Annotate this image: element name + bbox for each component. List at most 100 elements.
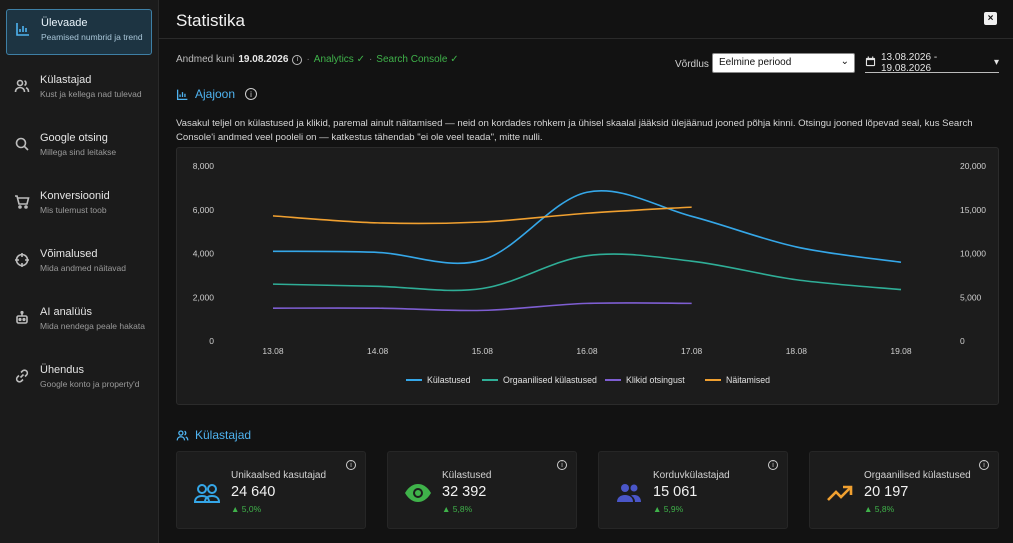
chevron-down-icon: ⌄ — [840, 56, 849, 67]
x-axis-tick-label: 15.08 — [472, 346, 494, 356]
sidebar-item-connection[interactable]: Ühendus Google konto ja property'd — [6, 357, 152, 403]
visitors-heading: Külastajad — [176, 428, 251, 442]
x-axis-tick-label: 13.08 — [262, 346, 284, 356]
legend-label: Klikid otsingust — [626, 375, 685, 385]
people-icon — [617, 484, 641, 502]
info-icon[interactable]: i — [557, 460, 567, 470]
sidebar-item-title: Külastajad — [40, 74, 92, 86]
users-icon — [193, 484, 221, 503]
sidebar: Ülevaade Peamised numbrid ja trend Külast… — [0, 0, 159, 543]
cart-icon — [13, 193, 31, 211]
stat-card-returning-visitors: i Korduvkülastajad 15 061 ▲ 5,9% — [598, 451, 788, 529]
x-axis-tick-label: 14.08 — [367, 346, 389, 356]
stat-value: 32 392 — [442, 484, 487, 500]
right-axis-tick-label: 5,000 — [960, 292, 982, 302]
sidebar-item-opportunities[interactable]: Võimalused Mida andmed näitavad — [6, 241, 152, 287]
info-icon[interactable]: i — [768, 460, 778, 470]
sidebar-item-subtitle: Millega sind leitakse — [40, 146, 117, 157]
stat-change: ▲ 5,0% — [231, 504, 262, 514]
sidebar-item-title: Google otsing — [40, 132, 108, 144]
timeline-heading: Ajajoon i — [176, 87, 258, 101]
info-icon[interactable]: i — [346, 460, 356, 470]
stat-card-unique-users: i Unikaalsed kasutajad 24 640 ▲ 5,0% — [176, 451, 366, 529]
close-button[interactable]: × — [984, 12, 997, 25]
stat-value: 24 640 — [231, 484, 276, 500]
left-axis-tick-label: 4,000 — [193, 249, 215, 259]
timeline-description: Vasakul teljel on külastused ja klikid, … — [176, 118, 973, 143]
stat-value: 20 197 — [864, 484, 909, 500]
sidebar-item-ai-analysis[interactable]: AI analüüs Mida nendega peale hakata — [6, 299, 152, 345]
robot-icon — [13, 309, 31, 327]
compare-period-select[interactable]: Eelmine periood ⌄ — [712, 53, 855, 73]
page-title: Statistika — [176, 11, 245, 30]
legend-label: Orgaanilised külastused — [503, 375, 597, 385]
trending-up-icon — [827, 485, 853, 501]
left-axis-tick-label: 8,000 — [193, 161, 215, 171]
info-icon[interactable]: i — [979, 460, 989, 470]
x-axis-tick-label: 17.08 — [681, 346, 703, 356]
sidebar-item-overview[interactable]: Ülevaade Peamised numbrid ja trend — [6, 9, 152, 55]
series-line-2 — [272, 253, 902, 292]
stat-label: Orgaanilised külastused — [864, 470, 971, 481]
bar-chart-icon — [14, 20, 32, 38]
users-icon — [13, 77, 31, 95]
series-line-3 — [272, 302, 692, 312]
sidebar-item-subtitle: Mida andmed näitavad — [40, 262, 127, 273]
data-until-label: Andmed kuni — [176, 54, 235, 65]
separator: · — [306, 54, 310, 65]
legend-label: Näitamised — [726, 375, 770, 385]
stat-label: Unikaalsed kasutajad — [231, 470, 327, 481]
x-axis-tick-label: 18.08 — [786, 346, 808, 356]
sidebar-item-subtitle: Peamised numbrid ja trend — [41, 31, 143, 42]
series-line-1 — [272, 190, 902, 265]
timeline-title: Ajajoon — [195, 87, 236, 101]
compare-selected-value: Eelmine periood — [719, 57, 792, 68]
stat-card-visits: i Külastused 32 392 ▲ 5,8% — [387, 451, 577, 529]
sidebar-item-title: Võimalused — [40, 248, 98, 260]
timeline-chart: 0 2,000 4,000 6,000 8,000 0 5,000 10,000 15,000 2… — [193, 161, 987, 385]
stat-label: Külastused — [442, 470, 492, 481]
separator: · — [368, 54, 373, 65]
calendar-icon — [865, 55, 876, 70]
eye-icon — [405, 484, 431, 502]
sidebar-item-subtitle: Mis tulemust toob — [40, 204, 107, 215]
sidebar-item-title: Konversioonid — [40, 190, 110, 202]
header-divider — [159, 38, 1013, 39]
data-status-line: Andmed kuni 19.08.2026 i · Analytics ✓ ·… — [176, 54, 459, 65]
sidebar-item-subtitle: Kust ja kellega nad tulevad — [40, 88, 142, 99]
sidebar-item-title: Ülevaade — [41, 17, 88, 29]
right-axis-tick-label: 0 — [960, 336, 965, 346]
main-panel: Statistika × Andmed kuni 19.08.2026 i · … — [159, 0, 1013, 543]
x-axis-tick-label: 19.08 — [890, 346, 912, 356]
legend-label: Külastused — [427, 375, 471, 385]
sidebar-item-title: AI analüüs — [40, 306, 92, 318]
stat-label: Korduvkülastajad — [653, 470, 730, 481]
stat-value: 15 061 — [653, 484, 698, 500]
sidebar-item-google-search[interactable]: Google otsing Millega sind leitakse — [6, 125, 152, 171]
source-search-console-status: Search Console ✓ — [376, 54, 459, 65]
users-icon — [176, 429, 189, 440]
sidebar-item-title: Ühendus — [40, 364, 85, 376]
info-icon[interactable]: i — [292, 54, 303, 65]
caret-down-icon: ▾ — [993, 57, 999, 68]
date-range-picker[interactable]: 13.08.2026 - 19.08.2026 ▾ — [865, 52, 999, 74]
info-icon[interactable]: i — [245, 88, 258, 100]
link-icon — [13, 367, 31, 385]
sidebar-item-visitors[interactable]: Külastajad Kust ja kellega nad tulevad — [6, 67, 152, 113]
stat-change: ▲ 5,8% — [442, 504, 473, 514]
compare-label: Võrdlus — [675, 59, 709, 70]
source-analytics-status: Analytics ✓ — [313, 54, 365, 65]
visitors-title: Külastajad — [195, 428, 252, 442]
left-axis-tick-label: 6,000 — [193, 205, 215, 215]
data-until-date: 19.08.2026 — [238, 54, 289, 65]
sidebar-item-subtitle: Mida nendega peale hakata — [40, 320, 145, 331]
stat-card-organic-visits: i Orgaanilised külastused 20 197 ▲ 5,8% — [809, 451, 999, 529]
right-axis-tick-label: 10,000 — [960, 249, 986, 259]
sidebar-item-conversions[interactable]: Konversioonid Mis tulemust toob — [6, 183, 152, 229]
search-icon — [13, 135, 31, 153]
series-line-4 — [272, 206, 692, 225]
timeline-chart-card: 0 2,000 4,000 6,000 8,000 0 5,000 10,000 15,000 2… — [176, 147, 999, 405]
x-axis-tick-label: 16.08 — [576, 346, 598, 356]
right-axis-tick-label: 20,000 — [960, 161, 986, 171]
